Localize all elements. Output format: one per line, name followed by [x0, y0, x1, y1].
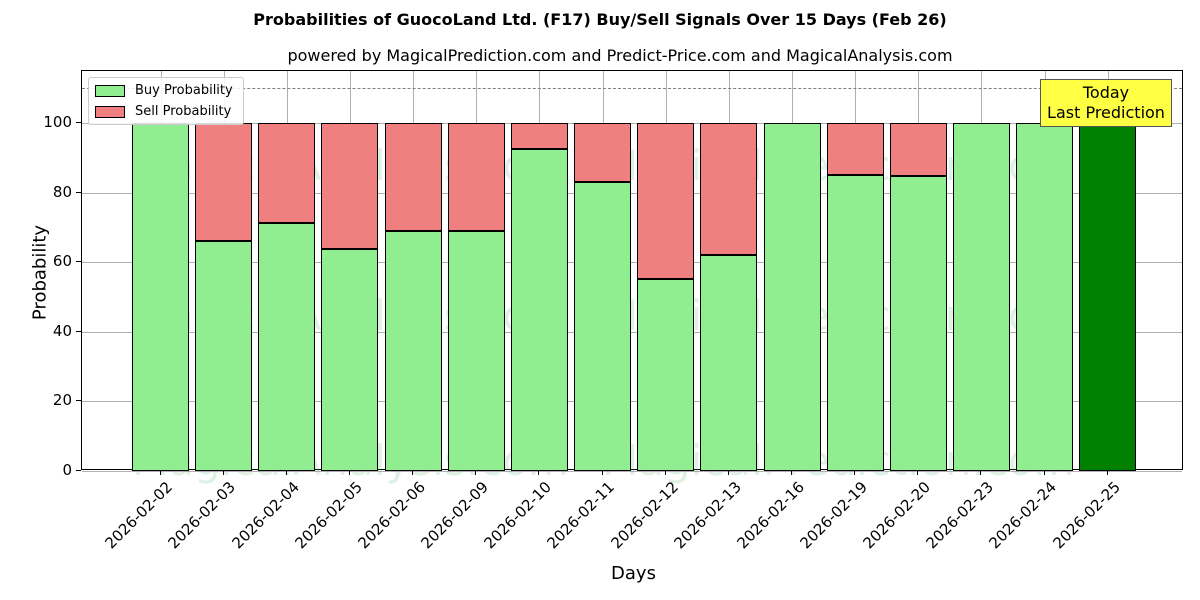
bar-buy — [637, 279, 695, 471]
x-tick-label: 2026-02-13 — [670, 478, 745, 553]
x-tick-label: 2026-02-02 — [101, 478, 177, 553]
x-tick-mark — [475, 470, 477, 475]
legend-buy-label: Buy Probability — [135, 83, 233, 98]
bar-sell — [700, 123, 758, 256]
x-tick-label: 2026-02-24 — [985, 478, 1061, 553]
bar-buy — [258, 223, 316, 471]
chart-title: Probabilities of GuocoLand Ltd. (F17) Bu… — [253, 10, 947, 29]
y-tick-label: 60 — [52, 252, 72, 271]
y-tick-mark — [76, 122, 81, 124]
bar-buy — [763, 123, 821, 471]
x-tick-mark — [538, 470, 540, 475]
x-axis-label: Days — [611, 563, 656, 584]
x-tick-label: 2026-02-05 — [291, 478, 366, 553]
today-annotation: Today Last Prediction — [1040, 79, 1172, 127]
y-tick-label: 20 — [52, 391, 72, 410]
y-tick-label: 80 — [52, 182, 72, 201]
y-tick-mark — [76, 261, 81, 263]
x-tick-mark — [222, 470, 224, 475]
y-tick-mark — [76, 191, 81, 193]
y-tick-label: 40 — [52, 321, 72, 340]
chart-subtitle: powered by MagicalPrediction.com and Pre… — [287, 46, 953, 65]
bar-buy — [321, 249, 379, 471]
x-tick-label: 2026-02-12 — [607, 478, 682, 553]
legend-item-buy: Buy Probability — [95, 83, 233, 98]
annotation-line1: Today — [1082, 83, 1130, 102]
y-tick-label: 100 — [43, 113, 72, 132]
bar-sell — [637, 123, 695, 280]
y-tick-mark — [76, 470, 81, 471]
legend-item-sell: Sell Probability — [95, 104, 231, 119]
bar-buy — [447, 231, 505, 471]
bar-sell — [195, 123, 253, 242]
x-tick-mark — [1043, 470, 1045, 475]
x-tick-label: 2026-02-25 — [1049, 478, 1124, 553]
legend: Buy Probability Sell Probability — [88, 77, 244, 125]
bar-sell — [574, 123, 632, 182]
plot-area: MagicalAnalysis.comMagicalPrediction.com… — [81, 70, 1183, 485]
bar-buy — [1016, 123, 1074, 471]
grid-line-horizontal — [82, 331, 1182, 333]
bar-buy — [889, 176, 947, 471]
legend-sell-label: Sell Probability — [135, 104, 232, 119]
x-tick-mark — [285, 470, 287, 475]
x-tick-label: 2026-02-23 — [922, 478, 998, 553]
bar-buy — [132, 123, 189, 471]
sell-swatch-icon — [95, 105, 125, 118]
grid-line-horizontal — [82, 471, 1182, 472]
x-tick-label: 2026-02-16 — [733, 478, 808, 553]
y-tick-label: 0 — [62, 461, 72, 479]
x-tick-label: 2026-02-10 — [480, 478, 556, 553]
x-tick-mark — [348, 470, 350, 475]
x-tick-mark — [854, 470, 856, 475]
y-axis-label: Probability — [29, 224, 51, 321]
bar-sell — [510, 123, 568, 149]
x-tick-mark — [791, 470, 792, 475]
bar-buy — [700, 255, 758, 471]
bar-today-buy — [1079, 123, 1137, 471]
x-tick-label: 2026-02-19 — [796, 478, 871, 553]
buy-swatch-icon — [95, 84, 125, 97]
x-tick-label: 2026-02-03 — [165, 478, 240, 553]
grid-line-horizontal — [82, 123, 1182, 125]
bar-buy — [952, 123, 1010, 471]
bar-buy — [574, 181, 632, 471]
bar-buy — [195, 241, 253, 471]
x-tick-label: 2026-02-06 — [354, 478, 429, 553]
y-tick-mark — [76, 400, 81, 402]
grid-line-horizontal — [82, 192, 1182, 194]
x-tick-label: 2026-02-04 — [228, 478, 303, 553]
bar-buy — [826, 175, 884, 471]
grid-line-horizontal — [82, 262, 1182, 264]
y-tick-mark — [76, 330, 81, 332]
bar-buy — [384, 231, 442, 471]
x-tick-label: 2026-02-11 — [543, 478, 619, 553]
bar-sell — [384, 123, 442, 232]
bar-sell — [826, 123, 884, 175]
x-tick-mark — [664, 470, 666, 475]
x-tick-mark — [159, 470, 161, 475]
x-tick-mark — [727, 470, 729, 475]
bar-buy — [510, 148, 568, 471]
bar-sell — [321, 123, 379, 250]
x-tick-label: 2026-02-20 — [859, 478, 935, 553]
grid-line-horizontal — [82, 401, 1182, 403]
bar-sell — [447, 123, 505, 232]
x-tick-mark — [412, 470, 414, 475]
x-tick-mark — [601, 470, 603, 475]
x-tick-mark — [980, 470, 982, 475]
bar-sell — [258, 123, 316, 224]
x-tick-label: 2026-02-09 — [417, 478, 492, 553]
annotation-line2: Last Prediction — [1047, 103, 1165, 122]
x-tick-mark — [1106, 470, 1108, 475]
x-tick-mark — [917, 470, 919, 475]
bar-sell — [889, 123, 947, 177]
reference-line — [82, 88, 1182, 90]
